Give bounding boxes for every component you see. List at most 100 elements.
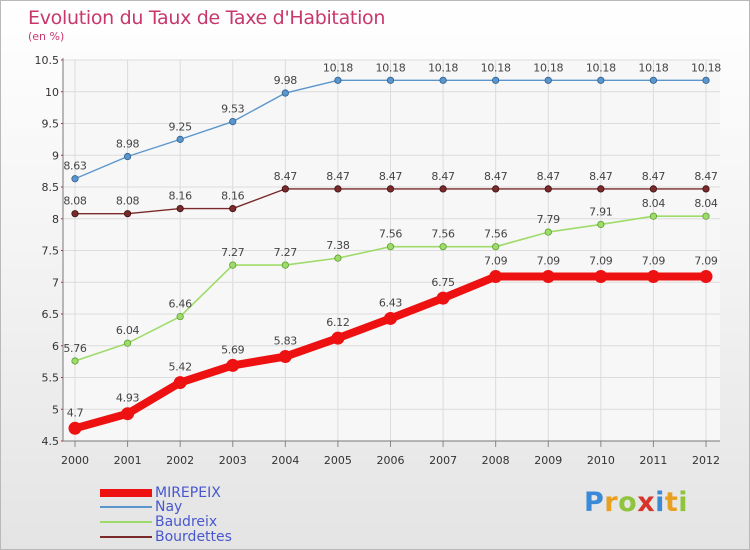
data-point [123, 339, 132, 347]
data-point [331, 331, 345, 345]
data-label: 6.43 [379, 296, 403, 309]
data-point [386, 185, 395, 193]
legend-swatch [100, 506, 152, 508]
data-label: 5.42 [169, 361, 192, 374]
data-label: 7.09 [589, 255, 613, 268]
data-point [334, 254, 342, 262]
data-point [492, 185, 500, 193]
x-tick-label: 2005 [324, 454, 352, 467]
x-tick-label: 2004 [271, 454, 299, 467]
data-label: 8.08 [63, 195, 87, 208]
data-label: 8.63 [63, 160, 87, 173]
data-point [386, 243, 395, 251]
data-label: 8.47 [694, 170, 718, 183]
data-label: 10.18 [323, 61, 353, 74]
x-tick-label: 2007 [429, 454, 457, 467]
data-label: 10.18 [586, 61, 616, 74]
y-tick-label: 7 [52, 276, 59, 289]
logo-letter: P [584, 487, 605, 518]
data-point [71, 210, 79, 218]
x-tick-label: 2011 [639, 454, 667, 467]
data-label: 8.16 [221, 190, 245, 203]
x-tick-label: 2003 [219, 454, 247, 467]
y-tick-label: 8.5 [42, 181, 60, 194]
data-label: 10.18 [428, 61, 458, 74]
data-label: 10.18 [691, 61, 721, 74]
data-point [121, 407, 135, 421]
legend-label: Nay [155, 499, 183, 515]
data-point [439, 243, 447, 251]
y-tick-label: 10 [45, 86, 59, 99]
data-label: 7.38 [326, 239, 350, 252]
x-tick-label: 2001 [114, 454, 142, 467]
data-label: 7.09 [537, 255, 561, 268]
data-point [226, 358, 240, 372]
chart-title: Evolution du Taux de Taxe d'Habitation [28, 7, 386, 29]
data-label: 6.04 [116, 324, 140, 337]
data-point [544, 228, 552, 236]
legend-swatch [100, 521, 152, 523]
data-label: 8.08 [116, 195, 140, 208]
y-tick-label: 5.5 [42, 372, 60, 385]
data-label: 8.47 [537, 170, 561, 183]
data-label: 8.47 [274, 170, 298, 183]
y-tick-label: 10.5 [35, 54, 60, 67]
data-point [71, 175, 79, 183]
y-tick-label: 4.5 [42, 435, 60, 448]
x-tick-label: 2006 [377, 454, 405, 467]
data-point [229, 117, 237, 126]
data-label: 5.83 [274, 335, 298, 348]
data-label: 4.7 [67, 406, 84, 419]
data-label: 8.47 [589, 170, 613, 183]
data-label: 10.18 [481, 61, 511, 74]
data-label: 7.09 [642, 255, 666, 268]
data-label: 7.56 [379, 228, 403, 241]
data-label: 6.46 [169, 298, 193, 311]
data-label: 10.18 [638, 61, 668, 74]
data-label: 5.76 [63, 342, 87, 355]
logo-letter: o [618, 487, 638, 518]
chart-unit-label: (en %) [28, 30, 65, 43]
x-tick-label: 2000 [61, 454, 89, 467]
data-label: 6.75 [431, 276, 455, 289]
brand-logo: Proxiti [584, 487, 688, 518]
data-label: 9.25 [169, 120, 193, 133]
data-label: 7.27 [221, 246, 245, 259]
data-point [281, 261, 289, 269]
data-point [699, 270, 713, 284]
data-point [68, 421, 82, 435]
data-point [544, 185, 552, 193]
data-label: 8.47 [379, 170, 403, 183]
data-point [649, 185, 658, 193]
data-label: 8.04 [694, 197, 718, 210]
data-point [384, 311, 397, 325]
y-tick-label: 9 [52, 149, 59, 162]
data-label: 8.47 [431, 170, 455, 183]
data-point [492, 243, 500, 251]
x-tick-label: 2002 [166, 454, 194, 467]
data-point [702, 212, 710, 220]
data-point [281, 185, 289, 193]
data-point [544, 76, 552, 84]
data-point [702, 76, 710, 84]
x-tick-label: 2012 [692, 454, 720, 467]
data-label: 5.69 [221, 343, 245, 356]
data-label: 8.04 [642, 197, 666, 210]
data-point [439, 76, 447, 84]
data-label: 9.53 [221, 103, 245, 116]
data-point [176, 204, 184, 213]
y-tick-label: 7.5 [42, 245, 60, 258]
y-tick-label: 8 [52, 213, 59, 226]
data-label: 7.09 [694, 255, 718, 268]
data-point [436, 291, 450, 305]
data-point [492, 76, 500, 84]
y-tick-label: 6 [52, 340, 59, 353]
data-label: 8.47 [484, 170, 508, 183]
data-label: 7.09 [484, 255, 508, 268]
data-point [597, 220, 605, 229]
data-point [597, 76, 605, 84]
logo-letter: r [604, 487, 619, 518]
x-tick-label: 2010 [587, 454, 615, 467]
data-point [594, 270, 608, 284]
